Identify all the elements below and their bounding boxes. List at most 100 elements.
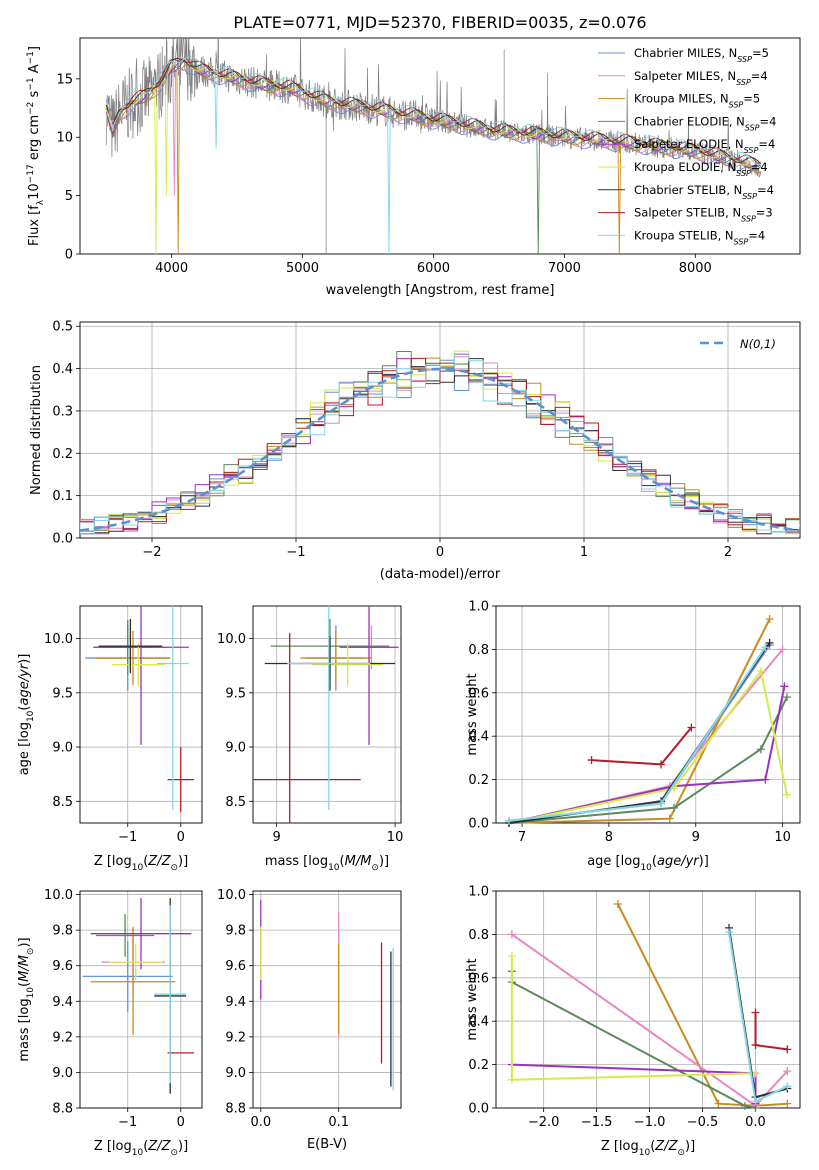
y-tick-label: 9.8 (225, 924, 246, 939)
weight-marker (507, 930, 516, 939)
x-tick-label: −1 (118, 1115, 137, 1130)
y-tick-label: 0.8 (468, 643, 489, 658)
x-tick-label: 0.0 (250, 1115, 271, 1130)
spectrum-panel: 4000 5000 6000 7000 8000 0 5 10 15 Chabrier MILES… (26, 37, 801, 298)
y-tick-label: 0.0 (468, 1102, 489, 1117)
weight-marker (780, 682, 789, 691)
legend-label: Kroupa MILES, NSSP=5 (634, 92, 760, 110)
legend-label: Kroupa STELIB, NSSP=4 (634, 228, 765, 246)
weight-marker (670, 803, 679, 812)
model-spectrum (105, 56, 761, 254)
weight-line (511, 1063, 757, 1104)
x-tick-label: 0.0 (745, 1115, 766, 1130)
weight-lines (505, 615, 791, 827)
error-bar-point (82, 940, 173, 1012)
legend-label: Salpeter MILES, NSSP=4 (634, 69, 768, 87)
error-bars (85, 606, 195, 813)
weight-marker (505, 816, 514, 825)
y-tick-label: 15 (56, 72, 73, 87)
x-tick-label: −1 (118, 830, 137, 845)
y-tick-label: 9.4 (225, 995, 246, 1010)
weight-series (505, 643, 770, 825)
weight-lines (507, 900, 792, 1112)
y-axis-label: mass [log10(M/M⊙)] (17, 937, 36, 1061)
weight-marker (778, 645, 787, 654)
y-tick-label: 0.1 (52, 489, 73, 504)
x-axis-label: wavelength [Angstrom, rest frame] (326, 283, 555, 298)
axis-ticks: 7 8 9 10 0.0 0.2 0.4 0.6 0.8 1.0 (468, 600, 791, 846)
y-tick-label: 0.6 (468, 686, 489, 701)
y-tick-label: 5 (65, 189, 73, 204)
y-tick-label: 1.0 (468, 600, 489, 615)
y-tick-label: 10.0 (44, 888, 73, 903)
error-bar-point (95, 630, 171, 686)
y-tick-label: 9.2 (225, 1030, 246, 1045)
axis-ticks: −1 0 8.8 9.0 9.2 9.4 9.6 9.8 10.0 (44, 888, 185, 1130)
legend-label: Salpeter ELODIE, NSSP=4 (634, 137, 775, 155)
axes-frame (252, 890, 402, 1109)
weight-marker (756, 745, 765, 754)
axis-ticks: −1 0 8.5 9.0 9.5 10.0 (44, 632, 185, 845)
weight-line (510, 971, 756, 1109)
weight-series (507, 952, 760, 1084)
weight-line (508, 668, 788, 824)
weight-marker (765, 615, 774, 624)
residuals-panel: −2 −1 0 1 2 0.0 0.1 0.2 0.3 0.4 0.5 N(0,1) (data-mod… (29, 320, 801, 582)
y-tick-label: 0.4 (52, 362, 73, 377)
x-tick-label: 8 (605, 830, 613, 845)
error-bar-point (156, 606, 189, 810)
y-tick-label: 0.6 (468, 971, 489, 986)
axis-ticks: 4000 5000 6000 7000 8000 0 5 10 15 (56, 72, 711, 276)
y-axis-label: Normed distribution (29, 365, 44, 495)
x-tick-label: 9 (273, 830, 281, 845)
weight-marker (751, 1097, 760, 1106)
weight-line (508, 696, 788, 824)
y-tick-label: 0.0 (52, 532, 73, 547)
legend-label: Salpeter STELIB, NSSP=3 (634, 206, 773, 224)
y-tick-label: 9.6 (52, 959, 73, 974)
y-tick-label: 8.8 (52, 1102, 73, 1117)
weight-marker (714, 1099, 723, 1108)
y-tick-label: 10.0 (44, 632, 73, 647)
grid-lines (253, 891, 401, 1109)
weight-series (587, 723, 696, 769)
x-tick-label: 7 (518, 830, 526, 845)
y-tick-label: 8.5 (52, 795, 73, 810)
legend-label: N(0,1) (740, 337, 776, 351)
x-tick-label: −2 (142, 545, 161, 560)
x-tick-label: 9 (692, 830, 700, 845)
y-tick-label: 0.2 (468, 773, 489, 788)
error-bar-point (93, 606, 189, 745)
y-tick-label: 0.0 (468, 817, 489, 832)
y-tick-label: 9.2 (52, 1030, 73, 1045)
error-bar-point (253, 633, 361, 823)
x-axis-label: age [log10(age/yr)] (587, 854, 709, 873)
grid-lines (253, 606, 401, 823)
weight-marker (657, 799, 666, 808)
weight-marker (751, 1041, 760, 1050)
x-tick-label: 0 (436, 545, 444, 560)
weight-series (505, 693, 791, 827)
error-bar-point (287, 606, 371, 810)
residual-histogram (80, 357, 800, 535)
weight-marker (687, 723, 696, 732)
y-axis-label: mass weight (465, 673, 480, 755)
error-bars (82, 898, 195, 1094)
y-tick-label: 1.0 (468, 885, 489, 900)
x-tick-label: 0.1 (328, 1115, 349, 1130)
weight-series (505, 641, 774, 825)
y-tick-label: 0.2 (52, 447, 73, 462)
error-bar-point (111, 642, 165, 687)
x-tick-label: −2.0 (528, 1115, 560, 1130)
y-tick-label: 8.5 (225, 795, 246, 810)
y-tick-label: 8.8 (225, 1102, 246, 1117)
y-tick-label: 0 (65, 248, 73, 263)
weight-marker (756, 667, 765, 676)
y-tick-label: 10.0 (217, 888, 246, 903)
legend-label: Chabrier MILES, NSSP=5 (634, 46, 769, 64)
y-tick-label: 0.4 (468, 730, 489, 745)
x-tick-label: −1.5 (581, 1115, 613, 1130)
axes-frame (495, 605, 801, 824)
error-bar-point (339, 606, 399, 745)
